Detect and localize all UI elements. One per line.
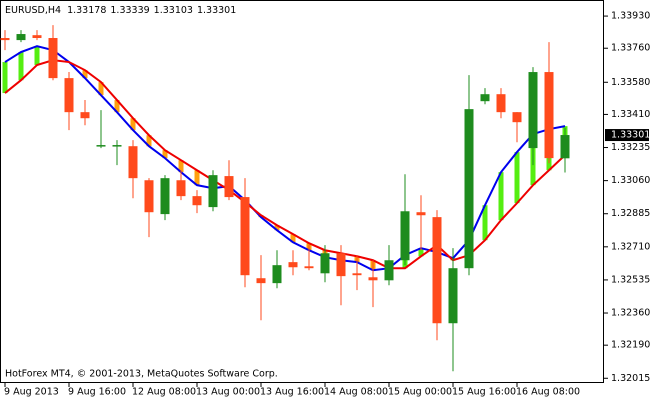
price-marker — [605, 129, 649, 142]
y-tick-label: 1.32190 — [611, 340, 650, 351]
candle-body — [480, 94, 490, 102]
last-low: 1.33103 — [154, 5, 193, 16]
x-tick-label: 13 Aug 00:00 — [196, 387, 260, 398]
candle-body — [528, 72, 538, 149]
candle-body — [256, 278, 266, 284]
plot-frame — [0, 0, 604, 383]
chart-header: EURUSD,H4 1.33178 1.33339 1.33103 1.33301 — [5, 5, 236, 16]
price-label: 1.33301 — [611, 130, 650, 141]
last-open: 1.33178 — [67, 5, 106, 16]
x-tick-label: 12 Aug 08:00 — [132, 387, 196, 398]
candle-body — [64, 78, 74, 113]
candle-body — [112, 145, 122, 147]
candle-body — [128, 146, 138, 179]
candle-body — [224, 176, 234, 198]
candle-body — [48, 38, 58, 79]
candle-body — [192, 196, 202, 206]
x-tick-label: 13 Aug 16:00 — [260, 387, 324, 398]
watermark: HotForex MT4, © 2001-2013, MetaQuotes So… — [5, 369, 278, 380]
last-close: 1.33301 — [197, 5, 236, 16]
y-tick-label: 1.33930 — [611, 11, 650, 22]
candle-body — [544, 72, 554, 159]
candle-body — [208, 175, 218, 208]
x-tick-label: 9 Aug 16:00 — [68, 387, 126, 398]
candle-body — [448, 268, 458, 324]
candle-body — [560, 135, 570, 159]
candle-body — [288, 262, 298, 268]
y-tick-label: 1.32015 — [611, 373, 650, 384]
candle-body — [368, 277, 378, 281]
y-tick-label: 1.33410 — [611, 109, 650, 120]
candle-body — [240, 197, 250, 276]
candle-body — [96, 145, 106, 147]
last-high: 1.33339 — [110, 5, 149, 16]
candle-body — [16, 34, 26, 41]
y-tick-label: 1.32885 — [611, 208, 650, 219]
x-tick-label: 16 Aug 08:00 — [516, 387, 580, 398]
candle-body — [336, 253, 346, 277]
symbol: EURUSD,H4 — [5, 5, 61, 16]
candle-body — [384, 260, 394, 281]
x-tick-label: 15 Aug 00:00 — [388, 387, 452, 398]
x-tick-label: 9 Aug 2013 — [4, 387, 59, 398]
candle-body — [144, 180, 154, 213]
candle-body — [272, 265, 282, 284]
plot — [0, 25, 570, 372]
candle-body — [464, 109, 474, 269]
candle-body — [80, 112, 90, 119]
y-tick-label: 1.32710 — [611, 241, 650, 252]
y-tick-label: 1.33060 — [611, 175, 650, 186]
candle-body — [160, 178, 170, 215]
candle-body — [432, 217, 442, 324]
y-tick-label: 1.33235 — [611, 142, 650, 153]
x-tick-label: 15 Aug 16:00 — [452, 387, 516, 398]
candle-body — [512, 112, 522, 123]
candle-body — [400, 211, 410, 261]
candle-body — [352, 273, 362, 276]
y-tick-label: 1.32360 — [611, 308, 650, 319]
y-tick-label: 1.33580 — [611, 77, 650, 88]
candle-body — [320, 253, 330, 274]
candle-body — [496, 94, 506, 113]
candle-body — [32, 35, 42, 39]
candle-body — [176, 180, 186, 197]
candle-body — [416, 212, 426, 216]
candle-body — [0, 38, 10, 41]
x-tick-label: 14 Aug 08:00 — [324, 387, 388, 398]
y-tick-label: 1.33760 — [611, 43, 650, 54]
y-tick-label: 1.32535 — [611, 274, 650, 285]
candle-body — [304, 266, 314, 269]
